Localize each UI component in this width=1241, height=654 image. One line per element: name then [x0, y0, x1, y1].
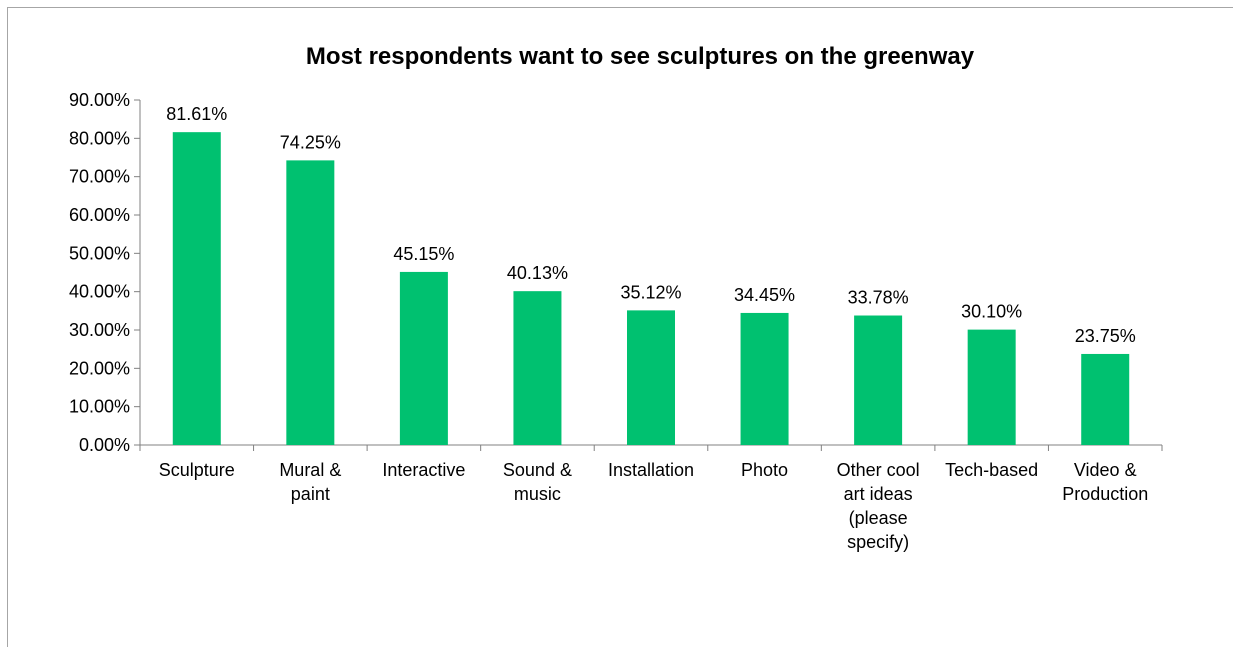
y-tick-label: 0.00% — [79, 435, 130, 455]
x-category-label: Photo — [741, 460, 788, 480]
y-tick-label: 80.00% — [69, 128, 130, 148]
chart-title: Most respondents want to see sculptures … — [306, 43, 975, 70]
x-category-label: Other cool art ideas (please specify) — [837, 460, 920, 552]
x-category-label: Interactive — [382, 460, 465, 480]
y-tick-label: 70.00% — [69, 167, 130, 187]
x-category-label: Sound & music — [503, 460, 572, 504]
data-label: 33.78% — [848, 288, 909, 308]
bar — [399, 271, 448, 445]
data-label: 23.75% — [1075, 326, 1136, 346]
plot-area: 0.00% 10.00% 20.00% 30.00% 40.00% 50.00% 60.00… — [69, 90, 1163, 552]
bar — [513, 291, 562, 445]
data-label: 81.61% — [166, 104, 227, 124]
bar — [967, 329, 1016, 445]
bar — [1081, 353, 1130, 445]
data-label: 40.13% — [507, 263, 568, 283]
bar — [172, 132, 221, 445]
data-label: 30.10% — [961, 302, 1022, 322]
y-tick-label: 40.00% — [69, 282, 130, 302]
bar — [740, 312, 789, 445]
y-tick-label: 60.00% — [69, 205, 130, 225]
y-tick-label: 50.00% — [69, 243, 130, 263]
data-label: 34.45% — [734, 285, 795, 305]
y-tick-label: 30.00% — [69, 320, 130, 340]
bar — [854, 315, 903, 445]
data-label: 35.12% — [620, 282, 681, 302]
x-category-label: Mural & paint — [279, 460, 341, 504]
x-category-label: Video & Production — [1062, 460, 1148, 504]
data-label: 74.25% — [280, 132, 341, 152]
x-category-label: Tech-based — [945, 460, 1038, 480]
bar — [627, 310, 675, 445]
x-category-label: Sculpture — [159, 460, 235, 480]
y-tick-label: 90.00% — [69, 90, 130, 110]
y-tick-label: 10.00% — [69, 397, 130, 417]
data-label: 45.15% — [393, 244, 454, 264]
x-category-label: Installation — [608, 460, 694, 480]
bar — [286, 160, 335, 445]
y-tick-label: 20.00% — [69, 358, 130, 378]
